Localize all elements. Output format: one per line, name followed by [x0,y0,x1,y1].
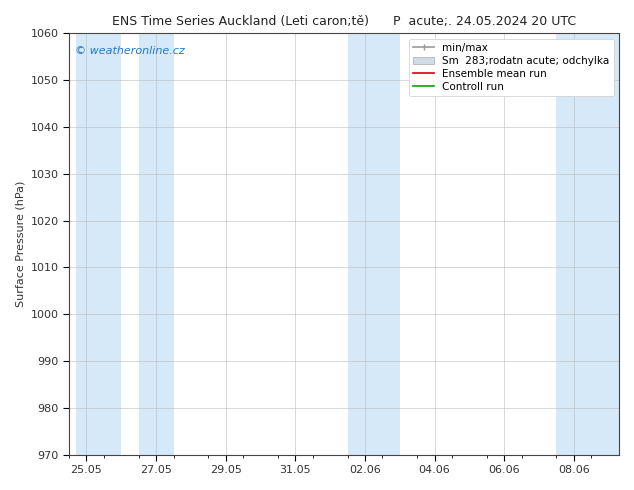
Bar [557,33,619,455]
Legend: min/max, Sm  283;rodatn acute; odchylka, Ensemble mean run, Controll run: min/max, Sm 283;rodatn acute; odchylka, … [409,39,614,96]
Bar [76,33,121,455]
Text: © weatheronline.cz: © weatheronline.cz [75,46,184,56]
Bar [139,33,174,455]
Bar [347,33,399,455]
Title: ENS Time Series Auckland (Leti caron;tě)      P  acute;. 24.05.2024 20 UTC: ENS Time Series Auckland (Leti caron;tě)… [112,15,576,28]
Y-axis label: Surface Pressure (hPa): Surface Pressure (hPa) [15,181,25,307]
